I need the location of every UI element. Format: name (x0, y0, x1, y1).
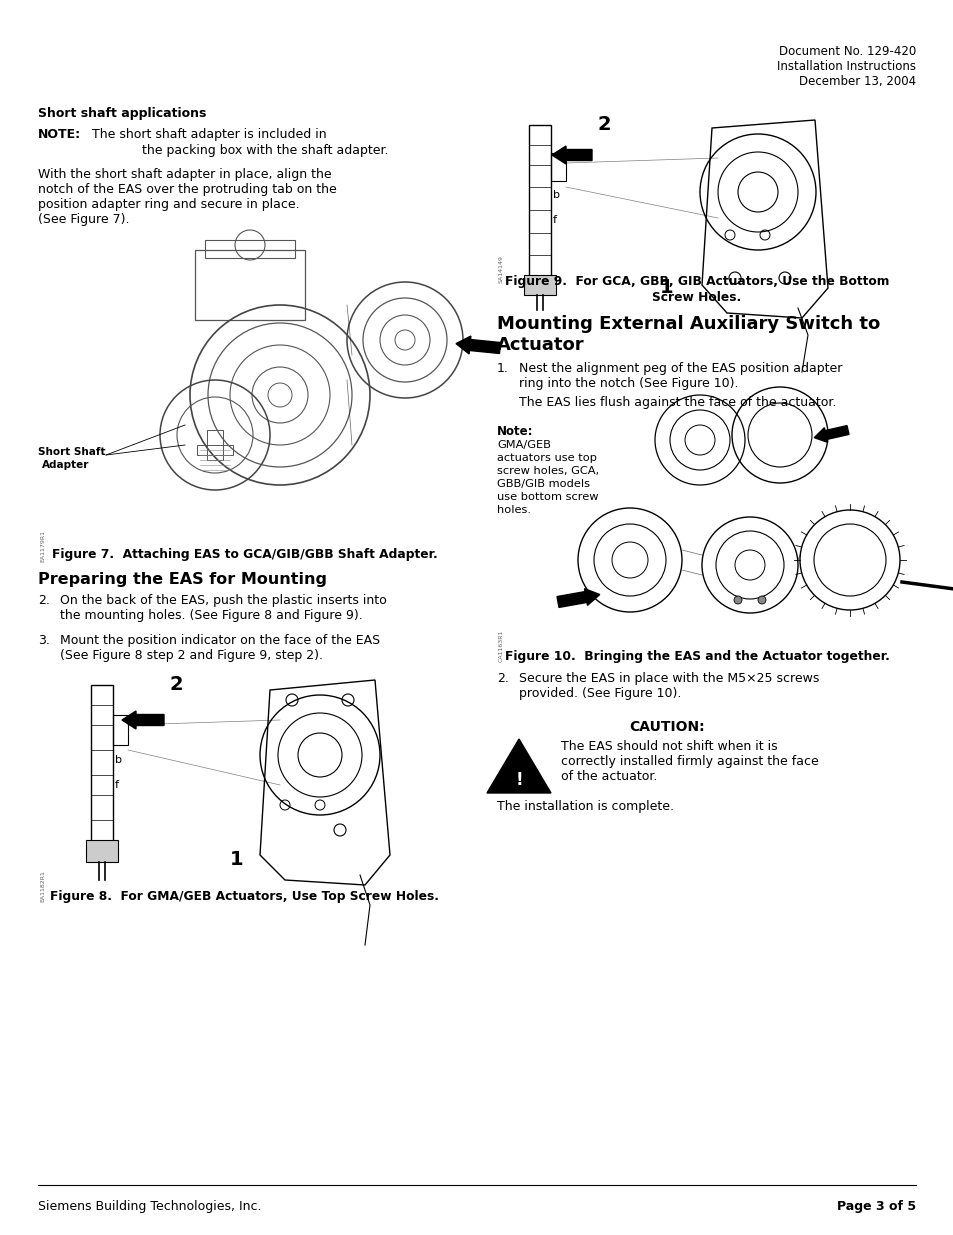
Text: EA1182R1: EA1182R1 (40, 869, 45, 902)
Text: position adapter ring and secure in place.: position adapter ring and secure in plac… (38, 198, 299, 211)
Text: b: b (115, 755, 122, 764)
Text: (See Figure 8 step 2 and Figure 9, step 2).: (See Figure 8 step 2 and Figure 9, step … (60, 650, 323, 662)
Bar (91, 685, 112, 845)
Text: The installation is complete.: The installation is complete. (497, 800, 673, 813)
Text: Figure 10.  Bringing the EAS and the Actuator together.: Figure 10. Bringing the EAS and the Actu… (504, 650, 888, 663)
Polygon shape (486, 739, 551, 793)
Text: correctly installed firmly against the face: correctly installed firmly against the f… (560, 755, 818, 768)
Circle shape (733, 597, 741, 604)
Text: Note:: Note: (497, 425, 533, 438)
Text: CAUTION:: CAUTION: (629, 720, 704, 734)
Text: Secure the EAS in place with the M5×25 screws: Secure the EAS in place with the M5×25 s… (518, 672, 819, 685)
Text: Actuator: Actuator (497, 336, 584, 354)
FancyArrow shape (814, 426, 848, 442)
Text: With the short shaft adapter in place, align the: With the short shaft adapter in place, a… (38, 168, 332, 182)
Bar (205, 240, 294, 258)
Circle shape (758, 597, 765, 604)
Text: !: ! (515, 771, 522, 789)
Text: the packing box with the shaft adapter.: the packing box with the shaft adapter. (142, 144, 388, 157)
Text: Mounting External Auxiliary Switch to: Mounting External Auxiliary Switch to (497, 315, 880, 333)
Text: f: f (553, 215, 557, 225)
Text: the mounting holes. (See Figure 8 and Figure 9).: the mounting holes. (See Figure 8 and Fi… (60, 609, 362, 622)
Text: December 13, 2004: December 13, 2004 (798, 75, 915, 88)
Text: GBB/GIB models: GBB/GIB models (497, 479, 589, 489)
Text: CA1163R1: CA1163R1 (498, 630, 503, 662)
Text: Siemens Building Technologies, Inc.: Siemens Building Technologies, Inc. (38, 1200, 261, 1213)
Text: 2: 2 (170, 676, 183, 694)
Text: The EAS should not shift when it is: The EAS should not shift when it is (560, 740, 777, 753)
Bar (523, 275, 556, 295)
Text: GMA/GEB: GMA/GEB (497, 440, 550, 450)
Text: Document No. 129-420: Document No. 129-420 (778, 44, 915, 58)
Text: 1: 1 (659, 278, 673, 296)
Bar (529, 125, 551, 280)
Text: 3.: 3. (38, 634, 50, 647)
Text: The EAS lies flush against the face of the actuator.: The EAS lies flush against the face of t… (518, 396, 836, 409)
Bar (196, 445, 233, 454)
Text: provided. (See Figure 10).: provided. (See Figure 10). (518, 687, 680, 700)
Bar (551, 153, 565, 182)
FancyArrow shape (122, 711, 164, 729)
Text: Preparing the EAS for Mounting: Preparing the EAS for Mounting (38, 572, 327, 587)
Text: Figure 8.  For GMA/GEB Actuators, Use Top Screw Holes.: Figure 8. For GMA/GEB Actuators, Use Top… (51, 890, 439, 903)
Text: Adapter: Adapter (42, 459, 90, 471)
Text: 1: 1 (230, 850, 243, 869)
FancyArrow shape (456, 336, 500, 354)
Text: Installation Instructions: Installation Instructions (776, 61, 915, 73)
Text: Figure 9.  For GCA, GBB, GIB Actuators, Use the Bottom: Figure 9. For GCA, GBB, GIB Actuators, U… (504, 275, 888, 288)
Text: ring into the notch (See Figure 10).: ring into the notch (See Figure 10). (518, 377, 738, 390)
Text: use bottom screw: use bottom screw (497, 492, 598, 501)
Text: Mount the position indicator on the face of the EAS: Mount the position indicator on the face… (60, 634, 379, 647)
Text: actuators use top: actuators use top (497, 453, 597, 463)
Text: Screw Holes.: Screw Holes. (652, 291, 740, 304)
Text: Nest the alignment peg of the EAS position adapter: Nest the alignment peg of the EAS positi… (518, 362, 841, 375)
Text: Figure 7.  Attaching EAS to GCA/GIB/GBB Shaft Adapter.: Figure 7. Attaching EAS to GCA/GIB/GBB S… (52, 548, 437, 561)
Text: (See Figure 7).: (See Figure 7). (38, 212, 130, 226)
Text: 1.: 1. (497, 362, 508, 375)
Text: of the actuator.: of the actuator. (560, 769, 657, 783)
Text: Short Shaft: Short Shaft (38, 447, 106, 457)
Text: 2: 2 (598, 115, 611, 135)
Text: NOTE:: NOTE: (38, 128, 81, 141)
Text: EA1179R1: EA1179R1 (40, 530, 45, 562)
Text: On the back of the EAS, push the plastic inserts into: On the back of the EAS, push the plastic… (60, 594, 386, 606)
Text: 2.: 2. (497, 672, 508, 685)
Text: SA14149: SA14149 (498, 254, 503, 283)
Bar (112, 715, 128, 745)
Text: notch of the EAS over the protruding tab on the: notch of the EAS over the protruding tab… (38, 183, 336, 196)
Bar (207, 430, 223, 459)
Text: The short shaft adapter is included in: The short shaft adapter is included in (88, 128, 326, 141)
Bar (194, 249, 305, 320)
Text: screw holes, GCA,: screw holes, GCA, (497, 466, 598, 475)
FancyArrow shape (552, 146, 592, 164)
FancyArrow shape (557, 589, 599, 608)
Text: b: b (553, 190, 559, 200)
Text: Page 3 of 5: Page 3 of 5 (836, 1200, 915, 1213)
Text: 2.: 2. (38, 594, 50, 606)
Bar (86, 840, 118, 862)
Text: holes.: holes. (497, 505, 531, 515)
Text: f: f (115, 781, 119, 790)
Text: Short shaft applications: Short shaft applications (38, 107, 206, 120)
